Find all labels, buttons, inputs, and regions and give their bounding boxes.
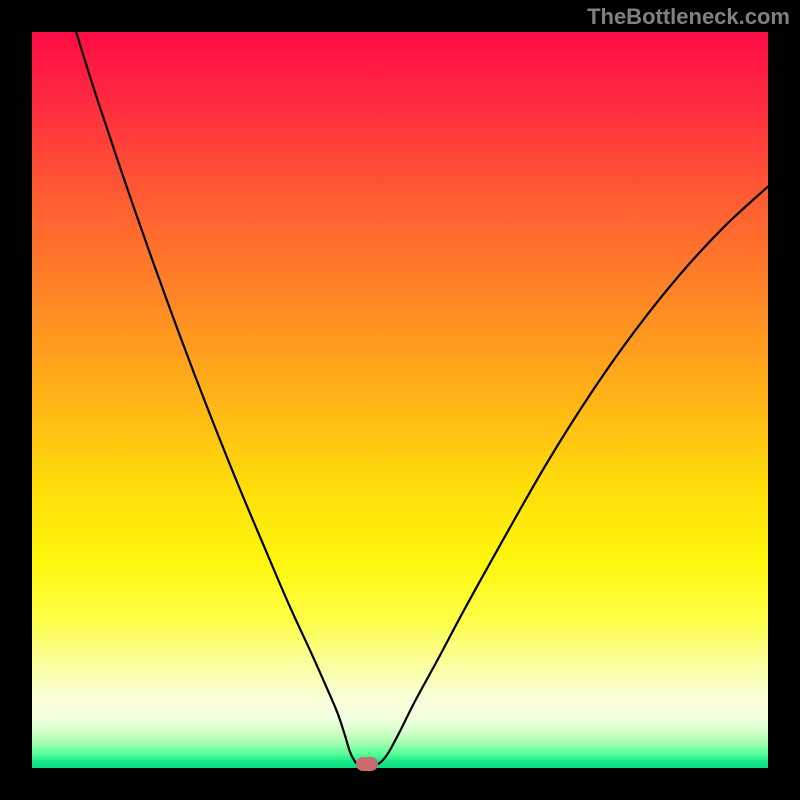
watermark-label: TheBottleneck.com [587, 4, 790, 29]
optimal-marker [356, 757, 378, 771]
plot-area [32, 32, 768, 768]
bottleneck-curve [32, 32, 768, 768]
watermark-text: TheBottleneck.com [587, 4, 790, 30]
